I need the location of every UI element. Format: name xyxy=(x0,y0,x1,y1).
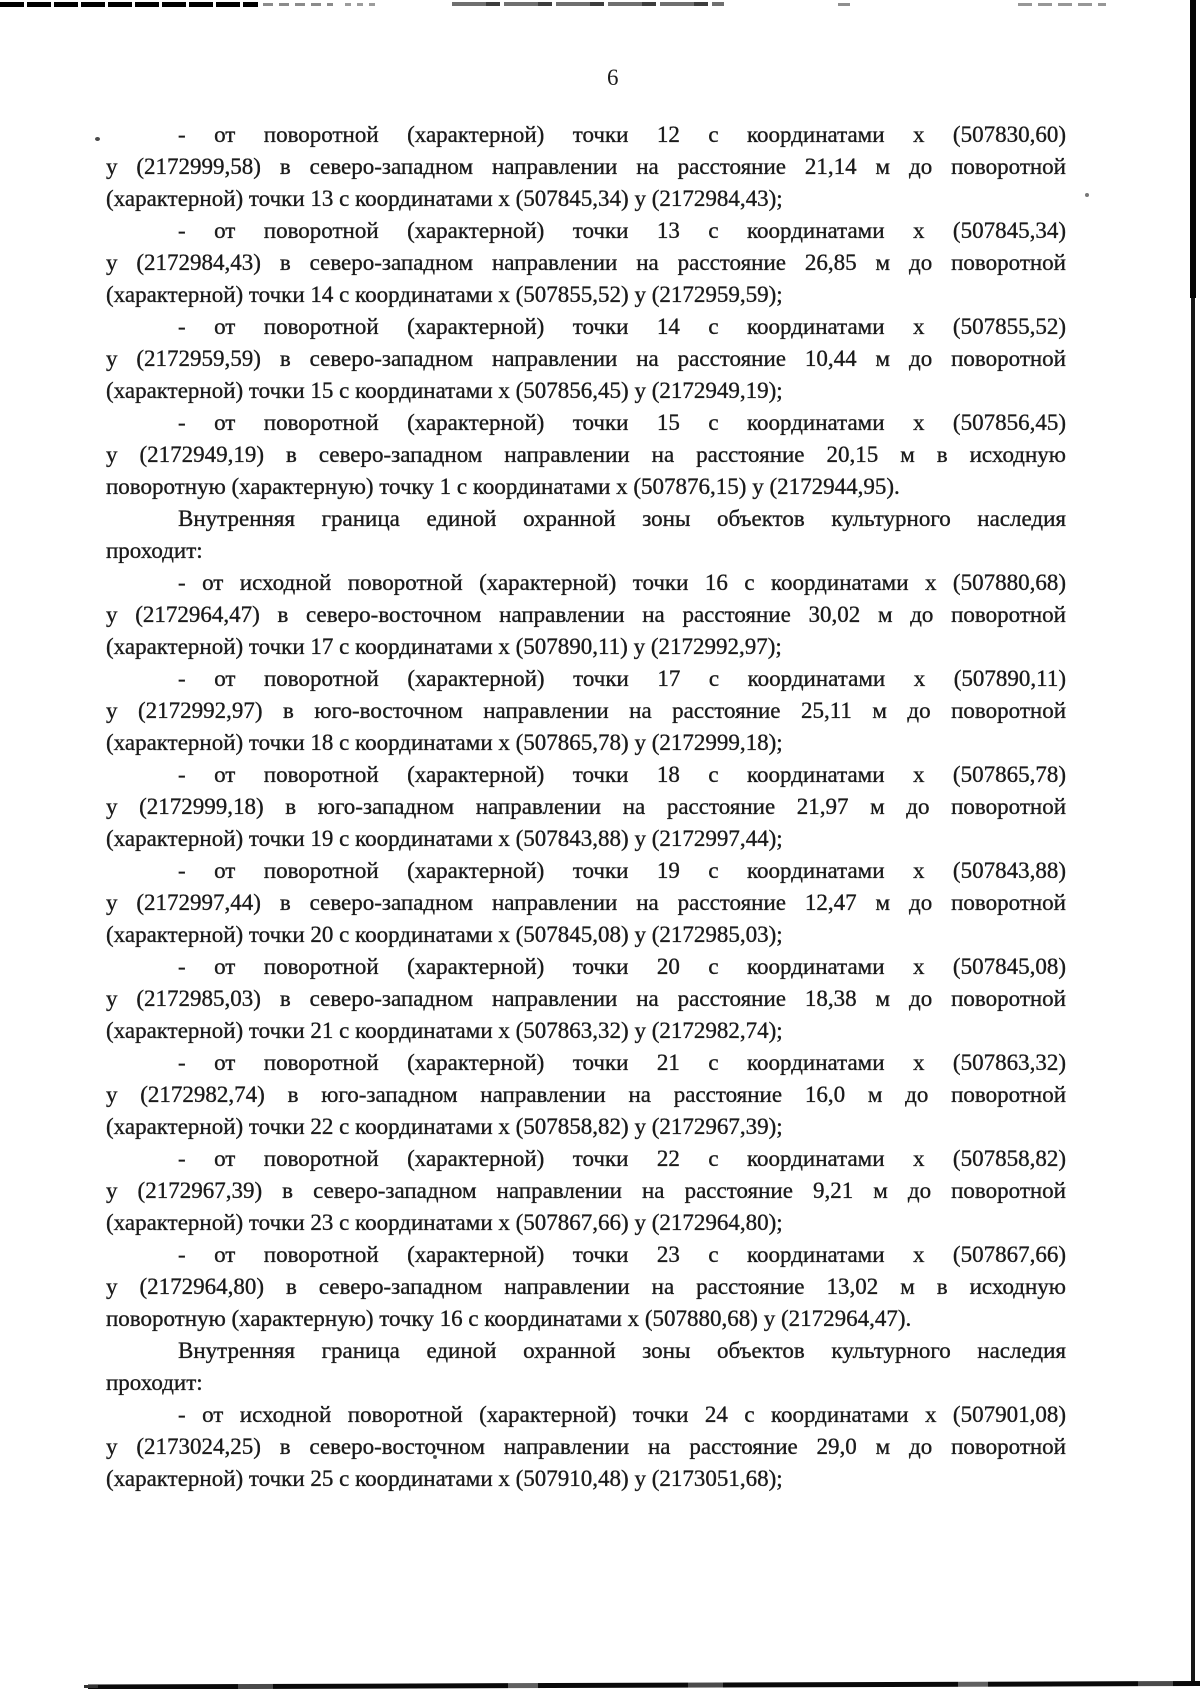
text-line: (характерной) точки 19 с координатами х … xyxy=(106,826,783,851)
text-line: у (2172999,18) в юго-западном направлени… xyxy=(106,794,1066,819)
text-line: (характерной) точки 13 с координатами х … xyxy=(106,186,783,211)
text-line: у (2172999,58) в северо-западном направл… xyxy=(106,154,1066,179)
scan-artifact-top-dashes xyxy=(452,2,724,6)
text-line: - от поворотной (характерной) точки 23 с… xyxy=(178,1242,1066,1267)
text-line: - от поворотной (характерной) точки 13 с… xyxy=(178,218,1066,243)
scan-artifact-top-dashes xyxy=(1018,3,1106,6)
scan-speck xyxy=(433,1455,437,1459)
paragraph: - от исходной поворотной (характерной) т… xyxy=(106,567,1066,663)
paragraph: - от поворотной (характерной) точки 18 с… xyxy=(106,759,1066,855)
paragraph: - от поворотной (характерной) точки 19 с… xyxy=(106,855,1066,951)
text-line: - от поворотной (характерной) точки 18 с… xyxy=(178,762,1066,787)
text-line: поворотную (характерную) точку 16 с коор… xyxy=(106,1306,912,1331)
paragraph: - от поворотной (характерной) точки 14 с… xyxy=(106,311,1066,407)
text-line: (характерной) точки 17 с координатами х … xyxy=(106,634,782,659)
text-line: у (2172982,74) в юго-западном направлени… xyxy=(106,1082,1066,1107)
paragraph: - от поворотной (характерной) точки 20 с… xyxy=(106,951,1066,1047)
text-line: - от поворотной (характерной) точки 12 с… xyxy=(178,122,1066,147)
paragraph: - от поворотной (характерной) точки 13 с… xyxy=(106,215,1066,311)
text-line: проходит: xyxy=(106,1370,203,1395)
text-line: - от поворотной (характерной) точки 20 с… xyxy=(178,954,1066,979)
text-line: у (2173024,25) в северо-восточном направ… xyxy=(106,1434,1066,1459)
text-line: у (2172984,43) в северо-западном направл… xyxy=(106,250,1066,275)
text-line: Внутренняя граница единой охранной зоны … xyxy=(178,506,1066,531)
text-line: Внутренняя граница единой охранной зоны … xyxy=(178,1338,1066,1363)
scan-artifact-top-dashes xyxy=(345,3,375,6)
paragraph: - от поворотной (характерной) точки 17 с… xyxy=(106,663,1066,759)
text-line: - от поворотной (характерной) точки 19 с… xyxy=(178,858,1066,883)
text-line: - от поворотной (характерной) точки 22 с… xyxy=(178,1146,1066,1171)
text-line: (характерной) точки 25 с координатами х … xyxy=(106,1466,783,1491)
paragraph: - от поворотной (характерной) точки 15 с… xyxy=(106,407,1066,503)
page-number: 6 xyxy=(607,65,619,90)
text-line: у (2172964,80) в северо-западном направл… xyxy=(106,1274,1066,1299)
text-line: проходит: xyxy=(106,538,203,563)
paragraph: - от поворотной (характерной) точки 22 с… xyxy=(106,1143,1066,1239)
text-line: - от исходной поворотной (характерной) т… xyxy=(178,1402,1066,1427)
text-line: (характерной) точки 21 с координатами х … xyxy=(106,1018,783,1043)
text-line: - от исходной поворотной (характерной) т… xyxy=(178,570,1066,595)
paragraph: Внутренняя граница единой охранной зоны … xyxy=(106,503,1066,567)
scan-speck xyxy=(95,137,100,141)
text-line: - от поворотной (характерной) точки 17 с… xyxy=(178,666,1066,691)
text-line: - от поворотной (характерной) точки 21 с… xyxy=(178,1050,1066,1075)
scan-artifact-top-dashes xyxy=(838,3,850,6)
scan-artifact-top-dashes xyxy=(263,3,333,6)
paragraph: - от поворотной (характерной) точки 23 с… xyxy=(106,1239,1066,1335)
paragraph: - от поворотной (характерной) точки 12 с… xyxy=(106,119,1066,215)
text-line: (характерной) точки 23 с координатами х … xyxy=(106,1210,783,1235)
scan-artifact-top-bar xyxy=(0,2,258,7)
scan-speck xyxy=(1085,193,1089,197)
text-line: у (2172949,19) в северо-западном направл… xyxy=(106,442,1066,467)
document-text: - от поворотной (характерной) точки 12 с… xyxy=(106,119,1066,1495)
text-line: у (2172985,03) в северо-западном направл… xyxy=(106,986,1066,1011)
text-line: (характерной) точки 20 с координатами х … xyxy=(106,922,783,947)
scan-artifact-right-line xyxy=(1191,298,1195,1684)
text-line: у (2172997,44) в северо-западном направл… xyxy=(106,890,1066,915)
text-line: (характерной) точки 22 с координатами х … xyxy=(106,1114,783,1139)
paragraph: - от поворотной (характерной) точки 21 с… xyxy=(106,1047,1066,1143)
text-line: (характерной) точки 14 с координатами х … xyxy=(106,282,783,307)
scan-artifact-right-line xyxy=(1190,0,1196,298)
text-line: (характерной) точки 15 с координатами х … xyxy=(106,378,783,403)
scan-artifact-bottom-tick xyxy=(84,1685,98,1688)
text-line: у (2172964,47) в северо-восточном направ… xyxy=(106,602,1066,627)
paragraph: - от исходной поворотной (характерной) т… xyxy=(106,1399,1066,1495)
scan-artifact-bottom-bar xyxy=(87,1681,1200,1689)
text-line: поворотную (характерную) точку 1 с коорд… xyxy=(106,474,900,499)
text-line: (характерной) точки 18 с координатами х … xyxy=(106,730,783,755)
text-line: у (2172959,59) в северо-западном направл… xyxy=(106,346,1066,371)
paragraph: Внутренняя граница единой охранной зоны … xyxy=(106,1335,1066,1399)
text-line: у (2172967,39) в северо-западном направл… xyxy=(106,1178,1066,1203)
text-line: - от поворотной (характерной) точки 15 с… xyxy=(178,410,1066,435)
text-line: - от поворотной (характерной) точки 14 с… xyxy=(178,314,1066,339)
text-line: у (2172992,97) в юго-восточном направлен… xyxy=(106,698,1066,723)
